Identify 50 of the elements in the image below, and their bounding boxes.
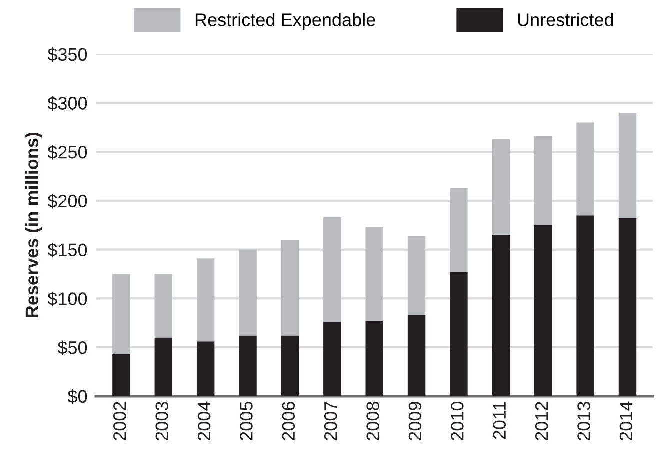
x-tick-label: 2004: [198, 402, 211, 440]
bar: [618, 218, 637, 396]
legend-label: Restricted Expendable: [196, 13, 376, 30]
x-tick-label: 2003: [156, 402, 168, 440]
x-tick-label: 2008: [366, 402, 380, 440]
bar: [196, 258, 215, 342]
bar: [492, 235, 510, 396]
bar: [366, 321, 384, 396]
y-tick-label: $200: [48, 194, 88, 209]
bar: [408, 315, 426, 396]
bar: [154, 274, 172, 338]
x-tick-label: 2006: [282, 402, 296, 440]
bar: [492, 139, 510, 236]
x-tick-label: 2005: [240, 402, 253, 440]
y-tick-label: $250: [48, 145, 88, 160]
bar: [281, 240, 300, 336]
bar: [534, 225, 552, 396]
x-tick-label: 2012: [535, 402, 548, 440]
bar: [281, 336, 300, 396]
bar: [408, 236, 426, 316]
bar: [196, 342, 215, 396]
bar: [576, 216, 594, 396]
x-tick-label: 2011: [493, 402, 506, 440]
y-tick-label: $350: [48, 48, 88, 62]
bar: [324, 218, 342, 322]
y-tick-label: $0: [68, 390, 88, 404]
y-tick-label: $300: [48, 96, 88, 112]
y-tick-label: $100: [48, 292, 88, 306]
bar: [154, 338, 172, 396]
bar: [239, 250, 257, 336]
bar: [239, 336, 257, 396]
x-tick-label: 2010: [451, 402, 464, 440]
bar: [112, 354, 130, 396]
bar: [450, 188, 468, 272]
bar: [450, 272, 468, 396]
y-axis-title: Reserves (in millions): [25, 132, 42, 318]
legend-label: Unrestricted: [518, 13, 614, 26]
y-tick-label: $150: [48, 242, 88, 258]
bar: [112, 274, 130, 354]
x-tick-label: 2009: [408, 402, 422, 440]
bar: [534, 136, 552, 226]
bar: [324, 322, 342, 396]
x-tick-label: 2007: [324, 402, 338, 440]
y-tick-label: $50: [58, 340, 88, 356]
bar: [618, 112, 637, 219]
x-tick-label: 2014: [620, 402, 633, 440]
bar: [576, 122, 594, 216]
x-tick-label: 2013: [578, 402, 590, 440]
bar: [366, 227, 384, 322]
x-tick-label: 2002: [114, 402, 126, 440]
